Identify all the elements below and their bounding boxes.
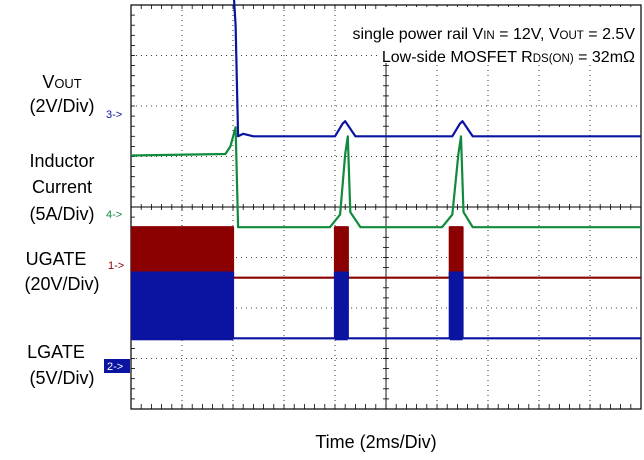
- v-out-trace: [232, 0, 641, 138]
- title-line-1-part: OUT: [560, 30, 584, 42]
- title-line-1: single power rail VIN = 12V, VOUT = 2.5V: [352, 26, 635, 43]
- title-line-1-part: IN: [483, 30, 495, 42]
- channel-label-vout-part: V: [42, 72, 54, 92]
- title-line-1-part: = 12V, V: [495, 26, 560, 43]
- ugate-switching-burst: [449, 227, 463, 280]
- annotations: single power rail VIN = 12V, VOUT = 2.5V…: [24, 7, 639, 452]
- lgate-trace: [131, 271, 641, 340]
- ugate-trace: [131, 226, 641, 279]
- channel-marker-3: 3->: [106, 109, 122, 121]
- channel-scale-inductor: (5A/Div): [29, 204, 94, 224]
- channel-marker-2-badge: [104, 359, 130, 373]
- lgate-switching-burst: [335, 272, 348, 341]
- title-line-2-part: DS(ON): [533, 53, 574, 65]
- channel-label-vout: VOUT: [42, 72, 81, 92]
- channel-label-vout-part: OUT: [54, 76, 81, 91]
- title-line-2: Low-side MOSFET RDS(ON) = 32mΩ: [382, 49, 635, 66]
- channel-label-lgate: LGATE: [27, 342, 85, 362]
- channel-marker-1: 1->: [108, 260, 124, 272]
- title-line-2-part: = 32mΩ: [574, 49, 635, 66]
- channel-scale-ugate: (20V/Div): [24, 274, 99, 294]
- title-background: [379, 7, 639, 63]
- graticule: [130, 4, 642, 410]
- lgate-switching-burst: [449, 272, 463, 341]
- ugate-switching-burst: [131, 227, 233, 280]
- channel-marker-2: 2->: [107, 361, 123, 373]
- channel-label-inductor-line1: Inductor: [29, 151, 94, 171]
- lgate-switching-burst: [131, 272, 233, 341]
- channel-scale-vout: (2V/Div): [29, 96, 94, 116]
- waveform-traces: [130, 0, 641, 341]
- title-line-1-part: single power rail V: [352, 26, 483, 43]
- title-line-1-part: = 2.5V: [584, 26, 635, 43]
- ugate-switching-burst: [335, 227, 348, 280]
- channel-marker-4: 4->: [106, 209, 122, 221]
- title-line-2-part: Low-side MOSFET R: [382, 49, 533, 66]
- inductor-current-trace: [130, 126, 641, 229]
- channel-label-ugate: UGATE: [26, 249, 87, 269]
- x-axis-label: Time (2ms/Div): [315, 432, 436, 452]
- channel-scale-lgate: (5V/Div): [29, 368, 94, 388]
- channel-label-inductor-line2: Current: [32, 177, 92, 197]
